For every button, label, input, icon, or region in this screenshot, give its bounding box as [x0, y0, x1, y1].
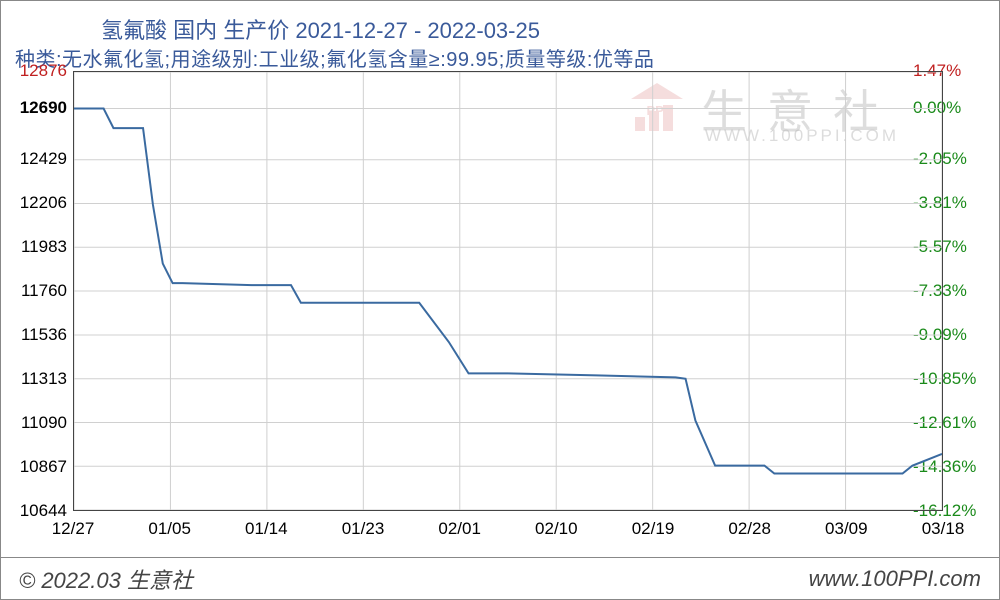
chart-subtitle: 种类:无水氟化氢;用途级别:工业级;氟化氢含量≥:99.95;质量等级:优等品 — [15, 43, 654, 72]
x-tick: 02/01 — [438, 519, 481, 539]
chart-footer: © 2022.03 生意社 www.100PPI.com — [1, 557, 999, 599]
y-left-tick: 11313 — [1, 369, 67, 389]
y-left-tick: 12876 — [1, 61, 67, 81]
chart-svg — [74, 72, 942, 510]
y-left-tick: 11983 — [1, 237, 67, 257]
y-left-tick: 10644 — [1, 501, 67, 521]
y-left-tick: 12429 — [1, 149, 67, 169]
plot-area — [73, 71, 943, 511]
x-tick: 12/27 — [52, 519, 95, 539]
y-left-tick: 12206 — [1, 193, 67, 213]
x-tick: 03/18 — [922, 519, 965, 539]
x-tick: 01/05 — [148, 519, 191, 539]
x-tick: 01/23 — [342, 519, 385, 539]
price-chart: 氢氟酸 国内 生产价 2021-12-27 - 2022-03-25 种类:无水… — [0, 0, 1000, 600]
y-left-tick: 11536 — [1, 325, 67, 345]
x-tick: 03/09 — [825, 519, 868, 539]
y-left-tick: 11760 — [1, 281, 67, 301]
chart-title: 氢氟酸 国内 生产价 2021-12-27 - 2022-03-25 — [101, 13, 540, 45]
source-url: www.100PPI.com — [809, 566, 981, 592]
x-tick: 02/19 — [632, 519, 675, 539]
y-left-tick: 12690 — [1, 98, 67, 118]
x-tick: 02/10 — [535, 519, 578, 539]
y-left-tick: 10867 — [1, 457, 67, 477]
y-left-tick: 11090 — [1, 413, 67, 433]
copyright-text: © 2022.03 生意社 — [19, 563, 193, 595]
x-tick: 01/14 — [245, 519, 288, 539]
x-tick: 02/28 — [728, 519, 771, 539]
